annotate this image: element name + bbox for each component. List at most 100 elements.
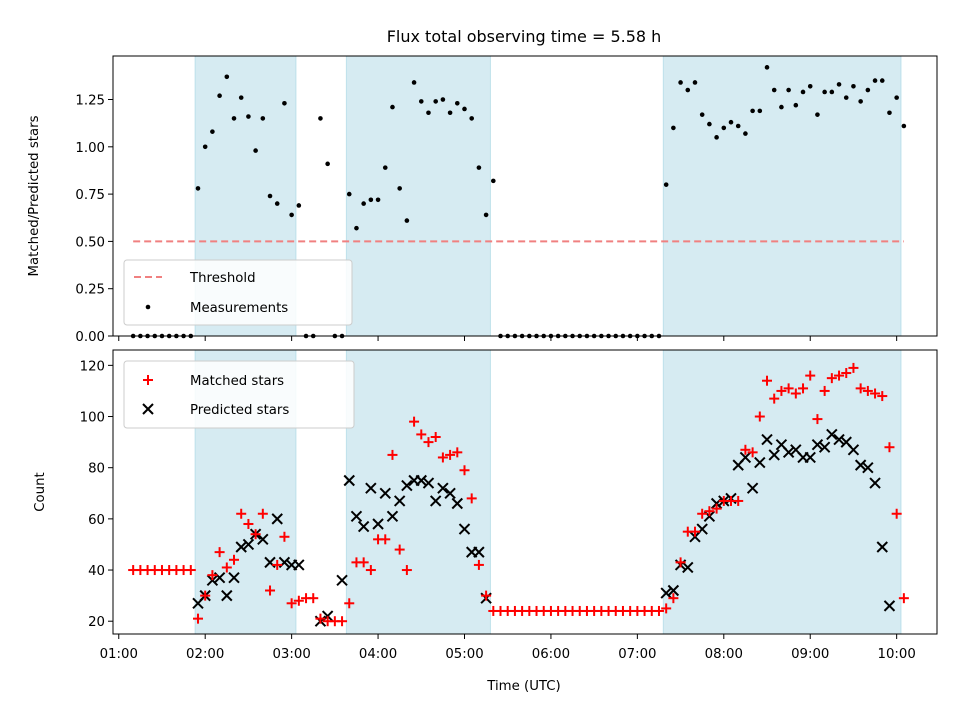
matched-stars-marker: [481, 590, 492, 601]
observing-span: [345, 55, 491, 337]
measurement-point: [469, 116, 474, 121]
predicted-stars-marker: [444, 487, 456, 499]
predicted-stars-marker: [350, 510, 363, 523]
matched-stars-marker: [877, 391, 888, 402]
measurement-point: [375, 197, 381, 203]
predicted-stars-marker: [437, 482, 449, 494]
measurement-point: [757, 108, 763, 114]
predicted-stars-marker: [401, 479, 413, 492]
predicted-stars-marker: [739, 451, 752, 464]
predicted-stars-marker: [869, 477, 881, 489]
predicted-stars-marker: [343, 474, 355, 487]
y-tick-label: 0.25: [75, 283, 105, 298]
matched-stars-marker: [401, 565, 412, 576]
measurement-point: [779, 104, 784, 110]
measurement-point: [224, 74, 230, 80]
predicted-stars-marker: [415, 474, 427, 487]
matched-stars-marker: [466, 493, 477, 504]
measurement-point: [901, 123, 907, 129]
observing-span: [662, 349, 902, 635]
x-tick-label: 09:00: [791, 647, 829, 662]
measurement-point: [454, 100, 460, 106]
matched-stars-marker: [200, 590, 211, 601]
measurement-point: [325, 161, 330, 167]
x-tick-label: 05:00: [445, 647, 483, 662]
measurement-point: [246, 114, 251, 119]
bottom-legend-box: [123, 360, 355, 429]
matched-stars-marker: [430, 431, 441, 442]
matched-stars-marker: [459, 465, 470, 476]
matched-stars-marker: [790, 388, 801, 399]
measurement-point: [267, 193, 273, 199]
matched-stars-marker: [733, 495, 744, 506]
measurement-point: [843, 95, 849, 100]
predicted-stars-marker: [754, 456, 766, 469]
measurement-point: [397, 186, 402, 191]
measurement-point: [483, 212, 489, 218]
matched-stars-marker: [250, 529, 261, 540]
matched-stars-marker: [207, 570, 218, 581]
matched-stars-marker: [834, 370, 845, 381]
matched-stars-marker: [805, 370, 816, 381]
predicted-stars-marker: [393, 495, 406, 507]
x-tick-label: 07:00: [618, 647, 656, 662]
matched-stars-marker: [257, 508, 268, 519]
matched-stars-marker: [308, 593, 319, 604]
measurement-point: [800, 89, 806, 95]
measurement-point: [382, 165, 388, 170]
matched-stars-marker: [236, 508, 247, 519]
observing-span: [662, 55, 902, 337]
legend-predicted-swatch: [142, 403, 154, 415]
measurement-point: [462, 106, 467, 112]
matched-stars-marker: [437, 452, 448, 463]
matched-stars-marker: [697, 508, 708, 519]
x-tick-label: 08:00: [705, 647, 743, 662]
legend-measurements-label: Measurements: [190, 301, 288, 316]
measurement-point: [663, 182, 669, 187]
matched-stars-marker: [243, 518, 254, 529]
matched-stars-marker: [776, 385, 787, 396]
matched-stars-marker: [668, 593, 679, 604]
measurement-point: [699, 112, 705, 117]
measurement-point: [858, 99, 863, 104]
predicted-stars-marker: [883, 600, 896, 612]
measurement-point: [771, 87, 777, 93]
predicted-stars-marker: [228, 572, 240, 584]
matched-stars-marker: [272, 559, 283, 570]
predicted-stars-marker: [257, 533, 269, 546]
measurement-point: [282, 100, 287, 106]
matched-stars-marker: [704, 506, 715, 517]
matched-stars-marker: [812, 414, 823, 425]
measurement-point: [368, 197, 374, 203]
measurement-point: [692, 80, 698, 85]
predicted-stars-marker: [818, 441, 831, 453]
matched-stars-marker: [344, 598, 355, 609]
measurement-point: [671, 125, 676, 131]
measurement-point: [793, 102, 799, 108]
measurement-point: [202, 144, 208, 150]
y-tick-label: 60: [88, 513, 105, 528]
y-tick-label: 0.50: [75, 235, 105, 250]
top-panel: 0.00 0.25 0.50 0.75 1.00 1.25 Matched/Predict…: [27, 55, 938, 345]
legend-measurements-swatch: [145, 304, 151, 310]
matched-stars-marker: [653, 605, 664, 616]
measurement-point: [289, 212, 294, 218]
matched-stars-marker: [365, 565, 376, 576]
top-legend-box: [123, 259, 353, 326]
x-tick-label: 02:00: [186, 647, 224, 662]
measurement-point: [433, 99, 438, 104]
bottom-y-ticks: 20 40 60 80 100 120: [80, 359, 113, 630]
matched-stars-marker: [870, 388, 881, 399]
matched-stars-marker: [279, 531, 290, 542]
measurement-point: [743, 131, 748, 136]
predicted-stars-marker: [206, 574, 219, 586]
matched-stars-marker: [740, 444, 751, 455]
top-plot-frame: [112, 55, 938, 337]
predicted-stars-marker: [293, 559, 305, 571]
predicted-stars-marker: [660, 587, 672, 599]
predicted-stars-marker: [372, 518, 384, 530]
measurement-point: [707, 121, 712, 127]
measurement-point: [210, 129, 215, 134]
matched-stars-marker: [473, 559, 484, 570]
measurement-point: [476, 165, 482, 170]
